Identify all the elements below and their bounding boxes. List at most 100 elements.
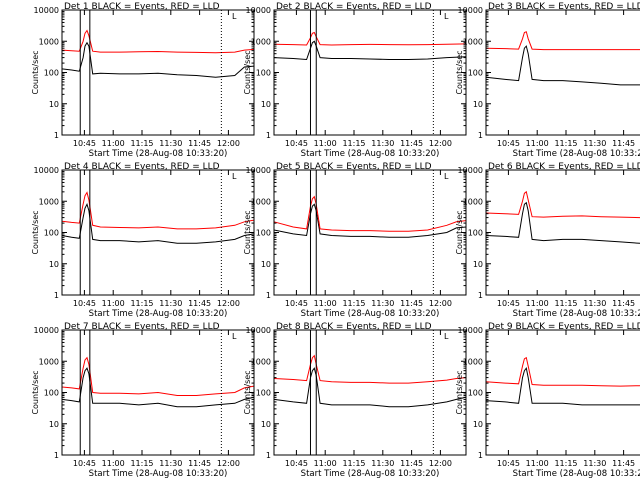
series-line-lld — [485, 31, 640, 51]
x-tick-label: 11:45 — [612, 299, 635, 308]
series-line-events — [485, 367, 640, 406]
plot-frame — [485, 329, 640, 456]
panel-title: Det 8 BLACK = Events, RED = LLD — [276, 322, 432, 332]
x-tick-label: 10:45 — [497, 459, 520, 468]
y-tick-label: 10 — [473, 420, 483, 429]
y-axis-label: Counts/sec — [455, 370, 464, 414]
y-tick-label: 100 — [256, 389, 271, 398]
series-line-lld — [61, 191, 255, 230]
x-tick-label: 11:30 — [371, 299, 394, 308]
x-tick-label: 11:45 — [400, 139, 423, 148]
y-tick-label: 10000 — [34, 166, 59, 175]
plot-frame — [485, 9, 640, 136]
y-tick-label: 1 — [266, 131, 271, 140]
x-tick-label: 11:30 — [159, 459, 182, 468]
corner-marker: L — [232, 332, 237, 341]
x-tick-label: 11:45 — [400, 459, 423, 468]
y-tick-label: 1 — [54, 451, 59, 460]
x-axis-label: Start Time (28-Aug-08 10:33:20) — [301, 469, 440, 479]
panel-title: Det 9 BLACK = Events, RED = LLD — [488, 322, 640, 332]
series-line-lld — [273, 195, 467, 232]
y-tick-label: 10000 — [246, 6, 271, 15]
x-tick-label: 12:00 — [429, 299, 452, 308]
x-tick-label: 11:15 — [130, 299, 153, 308]
panel-det-7: Det 7 BLACK = Events, RED = LLD L 1 10 100 10… — [31, 322, 255, 479]
x-axis-label: Start Time (28-Aug-08 10:33:20) — [513, 309, 640, 319]
x-tick-label: 11:00 — [526, 139, 549, 148]
y-tick-label: 100 — [468, 69, 483, 78]
x-tick-label: 11:30 — [159, 139, 182, 148]
x-tick-label: 11:15 — [554, 299, 577, 308]
y-tick-label: 10000 — [458, 166, 483, 175]
panel-det-4: Det 4 BLACK = Events, RED = LLD L 1 10 100 10… — [31, 162, 255, 319]
x-tick-label: 12:00 — [429, 139, 452, 148]
y-tick-label: 10000 — [246, 166, 271, 175]
panel-det-3: Det 3 BLACK = Events, RED = LLDL11010010… — [455, 2, 640, 159]
x-tick-label: 11:45 — [612, 459, 635, 468]
panel-det-8: Det 8 BLACK = Events, RED = LLD L 1 10 100 10… — [243, 322, 467, 479]
corner-marker: L — [232, 12, 237, 21]
x-tick-label: 11:30 — [371, 139, 394, 148]
x-axis-label: Start Time (28-Aug-08 10:33:20) — [89, 149, 228, 159]
series-line-events — [273, 203, 467, 238]
panel-det-1: Det 1 BLACK = Events, RED = LLD L 1 10 100 10… — [31, 2, 255, 159]
y-axis-label: Counts/sec — [31, 370, 40, 414]
plot-frame — [61, 169, 255, 296]
y-tick-label: 1000 — [251, 357, 271, 366]
y-tick-label: 100 — [256, 229, 271, 238]
y-tick-label: 1 — [266, 291, 271, 300]
y-tick-label: 1000 — [251, 197, 271, 206]
y-axis-label: Counts/sec — [31, 210, 40, 254]
x-axis-label: Start Time (28-Aug-08 10:33:20) — [513, 149, 640, 159]
x-tick-label: 11:45 — [188, 139, 211, 148]
y-tick-label: 1000 — [39, 37, 59, 46]
x-tick-label: 11:45 — [188, 299, 211, 308]
x-axis-label: Start Time (28-Aug-08 10:33:20) — [301, 149, 440, 159]
x-tick-label: 11:30 — [583, 459, 606, 468]
x-tick-label: 11:30 — [583, 299, 606, 308]
y-axis-label: Counts/sec — [243, 50, 252, 94]
x-tick-label: 11:15 — [342, 299, 365, 308]
y-tick-label: 10 — [261, 260, 271, 269]
corner-marker: L — [444, 12, 449, 21]
panel-title: Det 5 BLACK = Events, RED = LLD — [276, 162, 432, 172]
panel-title: Det 2 BLACK = Events, RED = LLD — [276, 2, 432, 12]
x-tick-label: 11:15 — [130, 459, 153, 468]
x-tick-label: 11:30 — [159, 299, 182, 308]
y-tick-label: 1000 — [463, 357, 483, 366]
x-tick-label: 11:00 — [102, 139, 125, 148]
series-line-lld — [485, 356, 640, 387]
y-tick-label: 1000 — [463, 37, 483, 46]
y-tick-label: 100 — [256, 69, 271, 78]
x-tick-label: 11:15 — [554, 459, 577, 468]
y-tick-label: 10 — [49, 100, 59, 109]
y-tick-label: 1000 — [39, 197, 59, 206]
x-tick-label: 11:00 — [314, 139, 337, 148]
x-tick-label: 11:00 — [314, 459, 337, 468]
y-axis-label: Counts/sec — [31, 50, 40, 94]
y-tick-label: 10000 — [34, 326, 59, 335]
panel-det-6: Det 6 BLACK = Events, RED = LLDL11010010… — [455, 162, 640, 319]
y-tick-label: 1 — [54, 291, 59, 300]
panel-det-5: Det 5 BLACK = Events, RED = LLD L 1 10 100 10… — [243, 162, 467, 319]
series-line-lld — [485, 190, 640, 219]
x-axis-label: Start Time (28-Aug-08 10:33:20) — [513, 469, 640, 479]
x-tick-label: 11:30 — [583, 139, 606, 148]
series-line-lld — [273, 354, 467, 384]
plot-frame — [485, 169, 640, 296]
series-line-lld — [61, 29, 255, 54]
x-tick-label: 10:45 — [497, 139, 520, 148]
series-line-events — [485, 45, 640, 86]
y-tick-label: 10 — [49, 420, 59, 429]
x-tick-label: 11:45 — [400, 299, 423, 308]
x-tick-label: 11:15 — [554, 139, 577, 148]
y-tick-label: 10000 — [458, 6, 483, 15]
corner-marker: L — [232, 172, 237, 181]
series-line-events — [273, 40, 467, 61]
y-axis-label: Counts/sec — [455, 50, 464, 94]
x-tick-label: 10:45 — [497, 299, 520, 308]
y-tick-label: 10 — [261, 420, 271, 429]
series-line-events — [273, 367, 467, 408]
series-line-lld — [61, 356, 255, 396]
y-tick-label: 1000 — [251, 37, 271, 46]
